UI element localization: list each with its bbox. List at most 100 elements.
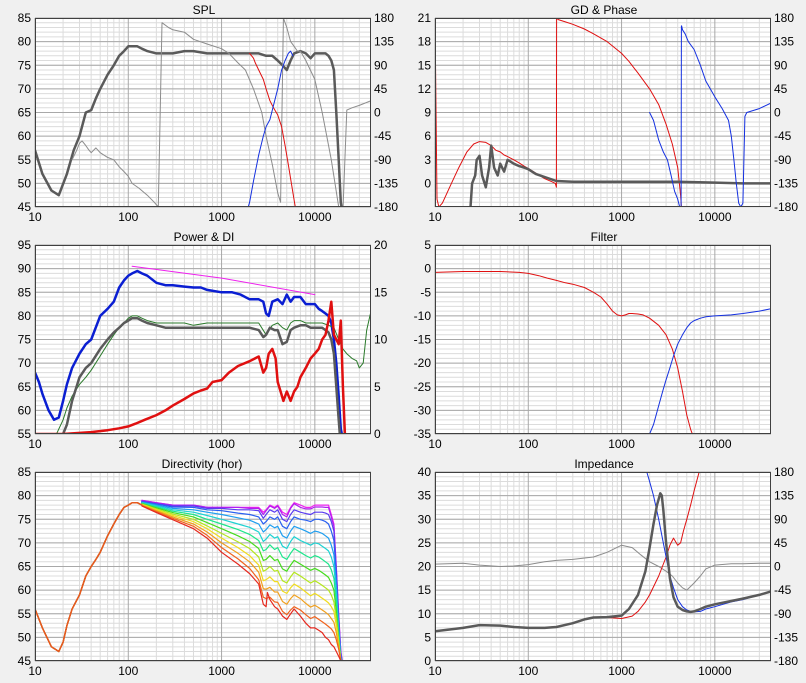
panel-directivity: Directivity (hor) 10 100 1000 10000 45 50 55 60… <box>18 457 371 678</box>
plot-frame <box>435 18 771 207</box>
y-tick-label: -30 <box>414 403 432 417</box>
x-tick-label: 1000 <box>608 210 635 224</box>
y-tick-label: 15 <box>418 58 432 72</box>
y2-tick-label: 180 <box>774 465 794 479</box>
y2-tick-label: 135 <box>774 489 794 503</box>
x-tick-label: 10000 <box>698 210 732 224</box>
y2-tick-label: 90 <box>774 512 788 526</box>
y-tick-label: 5 <box>424 630 431 644</box>
y2-tick-label: -135 <box>774 630 798 644</box>
y-tick-label: 85 <box>18 465 32 479</box>
y-tick-label: -5 <box>420 285 431 299</box>
y-tick-label: 0 <box>424 262 431 276</box>
y2-tick-label: -180 <box>774 200 798 214</box>
series-line-gd-phase-3 <box>649 25 771 207</box>
x-tick-label: 1000 <box>208 437 235 451</box>
y-tick-label: 35 <box>418 489 432 503</box>
y-tick-label: 6 <box>424 129 431 143</box>
series-line-power-di-2 <box>35 269 344 434</box>
chart-title-spl: SPL <box>193 3 216 17</box>
y-tick-label: 45 <box>18 200 32 214</box>
y2-tick-label: 15 <box>374 285 388 299</box>
y2-tick-label: 45 <box>774 536 788 550</box>
y2-tick-label: -45 <box>374 129 392 143</box>
y-tick-label: -10 <box>414 309 432 323</box>
y-tick-label: 50 <box>18 630 32 644</box>
y-tick-label: 55 <box>18 153 32 167</box>
y2-tick-label: -135 <box>774 176 798 190</box>
series-line-filter-2 <box>649 308 771 434</box>
panel-spl: SPL 10 100 1000 10000 45 50 55 60 65 70 75 80 85 -180… <box>18 3 399 224</box>
plot-frame <box>435 245 771 434</box>
panel-power-di: Power & DI 10 100 1000 10000556065707580859… <box>18 230 388 451</box>
x-tick-label: 100 <box>118 437 138 451</box>
series-line-spl-4 <box>247 50 294 207</box>
x-tick-label: 100 <box>518 437 538 451</box>
x-tick-label: 10 <box>428 664 442 678</box>
x-tick-label: 100 <box>118 210 138 224</box>
x-tick-label: 10 <box>428 210 442 224</box>
y-tick-label: 45 <box>18 654 32 668</box>
y-tick-label: 85 <box>18 11 32 25</box>
y-tick-label: 60 <box>18 583 32 597</box>
x-tick-label: 100 <box>518 664 538 678</box>
series-group-impedance <box>435 472 771 633</box>
y-tick-label: -20 <box>414 356 432 370</box>
y-tick-label: 55 <box>18 607 32 621</box>
y-tick-label: 75 <box>18 333 32 347</box>
series-line-power-di-5 <box>35 300 347 434</box>
series-line-power-di-1 <box>131 265 316 296</box>
y-tick-label: 20 <box>418 560 432 574</box>
x-tick-label: 10000 <box>298 210 332 224</box>
y-tick-label: 50 <box>18 176 32 190</box>
series-line-spl-1 <box>35 45 343 207</box>
chart-title-filter: Filter <box>591 230 618 244</box>
panel-gd-phase: GD & Phase 10 100 1000 10000 0 3 6 9 12 15 18 21 -18… <box>418 3 799 224</box>
x-tick-label: 1000 <box>208 210 235 224</box>
y2-tick-label: -90 <box>774 607 792 621</box>
y-tick-label: 9 <box>424 106 431 120</box>
chart-title-directivity: Directivity (hor) <box>162 457 243 471</box>
y-tick-label: 0 <box>424 654 431 668</box>
y-tick-label: 65 <box>18 380 32 394</box>
y-tick-label: 60 <box>18 403 32 417</box>
y-tick-label: 12 <box>418 82 432 96</box>
y-tick-label: 70 <box>18 82 32 96</box>
plot-frame <box>435 472 771 661</box>
y2-tick-label: -180 <box>374 200 398 214</box>
y2-tick-label: -45 <box>774 129 792 143</box>
series-line-impedance-4 <box>435 492 771 633</box>
series-line-filter-1 <box>435 271 693 434</box>
y2-tick-label: 90 <box>374 58 388 72</box>
y2-tick-label: -180 <box>774 654 798 668</box>
series-group-directivity-hor <box>35 499 343 661</box>
x-tick-label: 100 <box>118 664 138 678</box>
y2-tick-label: 90 <box>774 58 788 72</box>
y2-tick-label: 45 <box>374 82 388 96</box>
y-tick-label: 70 <box>18 356 32 370</box>
y2-tick-label: 0 <box>774 106 781 120</box>
y-tick-label: -15 <box>414 333 432 347</box>
chart-title-power-di: Power & DI <box>174 230 235 244</box>
y2-tick-label: 20 <box>374 238 388 252</box>
y-tick-label: -35 <box>414 427 432 441</box>
series-line-gd-phase-2 <box>469 144 771 207</box>
y2-tick-label: -135 <box>374 176 398 190</box>
y-tick-label: 75 <box>18 512 32 526</box>
x-tick-label: 10000 <box>298 664 332 678</box>
y-tick-label: 15 <box>418 583 432 597</box>
x-tick-label: 10 <box>428 437 442 451</box>
series-line-spl-3 <box>249 52 296 207</box>
series-group-filter <box>435 271 771 434</box>
x-tick-label: 10000 <box>298 437 332 451</box>
series-group-power-di <box>35 265 371 434</box>
y-tick-label: 85 <box>18 285 32 299</box>
panel-filter: Filter 10 100 1000 10000 -35 -30 -25 -20 -15 -10 -… <box>414 230 771 451</box>
chart-title-gd-phase: GD & Phase <box>571 3 638 17</box>
series-group-spl <box>35 18 371 207</box>
y-tick-label: 75 <box>18 58 32 72</box>
y-tick-label: 21 <box>418 11 432 25</box>
y-tick-label: 80 <box>18 489 32 503</box>
y2-tick-label: 135 <box>774 35 794 49</box>
y2-tick-label: 5 <box>374 380 381 394</box>
